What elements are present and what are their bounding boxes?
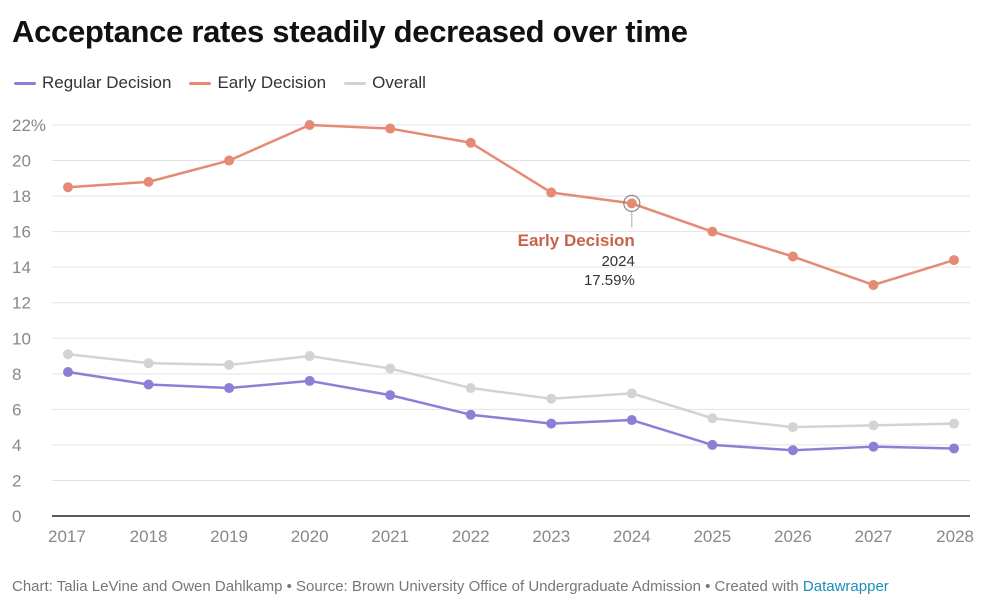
legend-item-regular-decision[interactable]: Regular Decision: [14, 73, 171, 93]
datawrapper-link[interactable]: Datawrapper: [802, 578, 889, 595]
data-point-overall: [626, 388, 637, 399]
data-point-regular-decision: [63, 367, 73, 378]
legend-swatch-early: [189, 81, 212, 85]
tooltip-series: Early Decision: [518, 231, 635, 250]
x-tick-label: 2028: [936, 527, 974, 546]
x-tick-label: 2017: [48, 527, 86, 546]
data-point-early-decision: [224, 155, 235, 166]
x-tick-label: 2022: [452, 527, 490, 546]
data-point-early-decision: [143, 176, 154, 187]
data-point-overall: [787, 422, 798, 433]
data-point-regular-decision: [304, 375, 315, 386]
y-tick-label: 0: [12, 507, 21, 526]
data-point-overall: [949, 418, 959, 429]
series-line-regular-decision: [66, 370, 956, 452]
data-point-regular-decision: [707, 439, 718, 450]
x-tick-label: 2020: [291, 527, 329, 546]
data-point-early-decision: [385, 123, 396, 134]
y-tick-label: 6: [12, 400, 21, 419]
y-tick-label: 12: [12, 294, 31, 313]
data-point-early-decision: [465, 137, 476, 148]
y-tick-label: 18: [12, 187, 31, 206]
data-point-regular-decision: [224, 383, 235, 394]
series-line-overall: [66, 353, 956, 429]
series-line-early-decision: [66, 123, 956, 287]
data-point-overall: [385, 363, 396, 374]
x-tick-label: 2019: [210, 527, 248, 546]
y-tick-label: 2: [12, 471, 21, 490]
x-tick-label: 2026: [774, 527, 812, 546]
data-point-overall: [868, 420, 879, 431]
data-point-overall: [304, 351, 315, 362]
chart-title: Acceptance rates steadily decreased over…: [12, 14, 688, 49]
x-tick-label: 2023: [532, 527, 570, 546]
data-point-regular-decision: [546, 418, 557, 429]
data-point-early-decision: [868, 279, 879, 290]
y-tick-label: 22%: [12, 116, 46, 135]
y-tick-label: 16: [12, 223, 31, 242]
data-point-overall: [224, 359, 235, 370]
data-point-overall: [63, 349, 73, 360]
legend-label-regular: Regular Decision: [42, 73, 172, 92]
y-tick-label: 14: [12, 258, 31, 277]
data-point-regular-decision: [868, 441, 879, 452]
data-point-regular-decision: [385, 390, 396, 401]
footer-credit: Chart: Talia LeVine and Owen Dahlkamp • …: [12, 578, 889, 595]
data-point-early-decision: [304, 120, 315, 130]
data-point-overall: [143, 358, 154, 369]
legend-label-early: Early Decision: [217, 73, 327, 92]
x-tick-label: 2024: [613, 527, 651, 546]
data-point-regular-decision: [143, 379, 154, 390]
legend-swatch-overall: [344, 81, 367, 85]
footer-credit-text: Chart: Talia LeVine and Owen Dahlkamp • …: [12, 578, 803, 595]
data-point-regular-decision: [949, 443, 959, 454]
data-point-regular-decision: [465, 409, 476, 420]
x-tick-label: 2025: [693, 527, 731, 546]
legend-item-overall[interactable]: Overall: [344, 73, 426, 93]
data-point-early-decision: [707, 226, 718, 237]
y-tick-label: 20: [12, 152, 31, 171]
x-tick-label: 2027: [855, 527, 893, 546]
y-tick-label: 10: [12, 329, 31, 348]
legend-label-overall: Overall: [372, 73, 426, 92]
legend-swatch-regular: [14, 81, 36, 85]
data-point-early-decision: [949, 255, 959, 266]
legend-item-early-decision[interactable]: Early Decision: [189, 73, 326, 93]
x-tick-label: 2021: [371, 527, 409, 546]
data-point-early-decision: [63, 182, 73, 193]
x-tick-label: 2018: [130, 527, 168, 546]
data-point-regular-decision: [626, 415, 637, 426]
legend: Regular Decision Early Decision Overall: [14, 73, 426, 93]
y-tick-label: 8: [12, 365, 21, 384]
tooltip-year: 2024: [601, 253, 634, 270]
data-point-overall: [546, 393, 557, 404]
tooltip-value: 17.59%: [584, 272, 635, 289]
data-point-early-decision: [626, 198, 637, 209]
data-point-overall: [707, 413, 718, 424]
data-point-early-decision: [546, 187, 557, 198]
y-tick-label: 4: [12, 436, 21, 455]
data-point-regular-decision: [787, 445, 798, 456]
data-point-early-decision: [787, 251, 798, 262]
data-point-overall: [465, 383, 476, 394]
